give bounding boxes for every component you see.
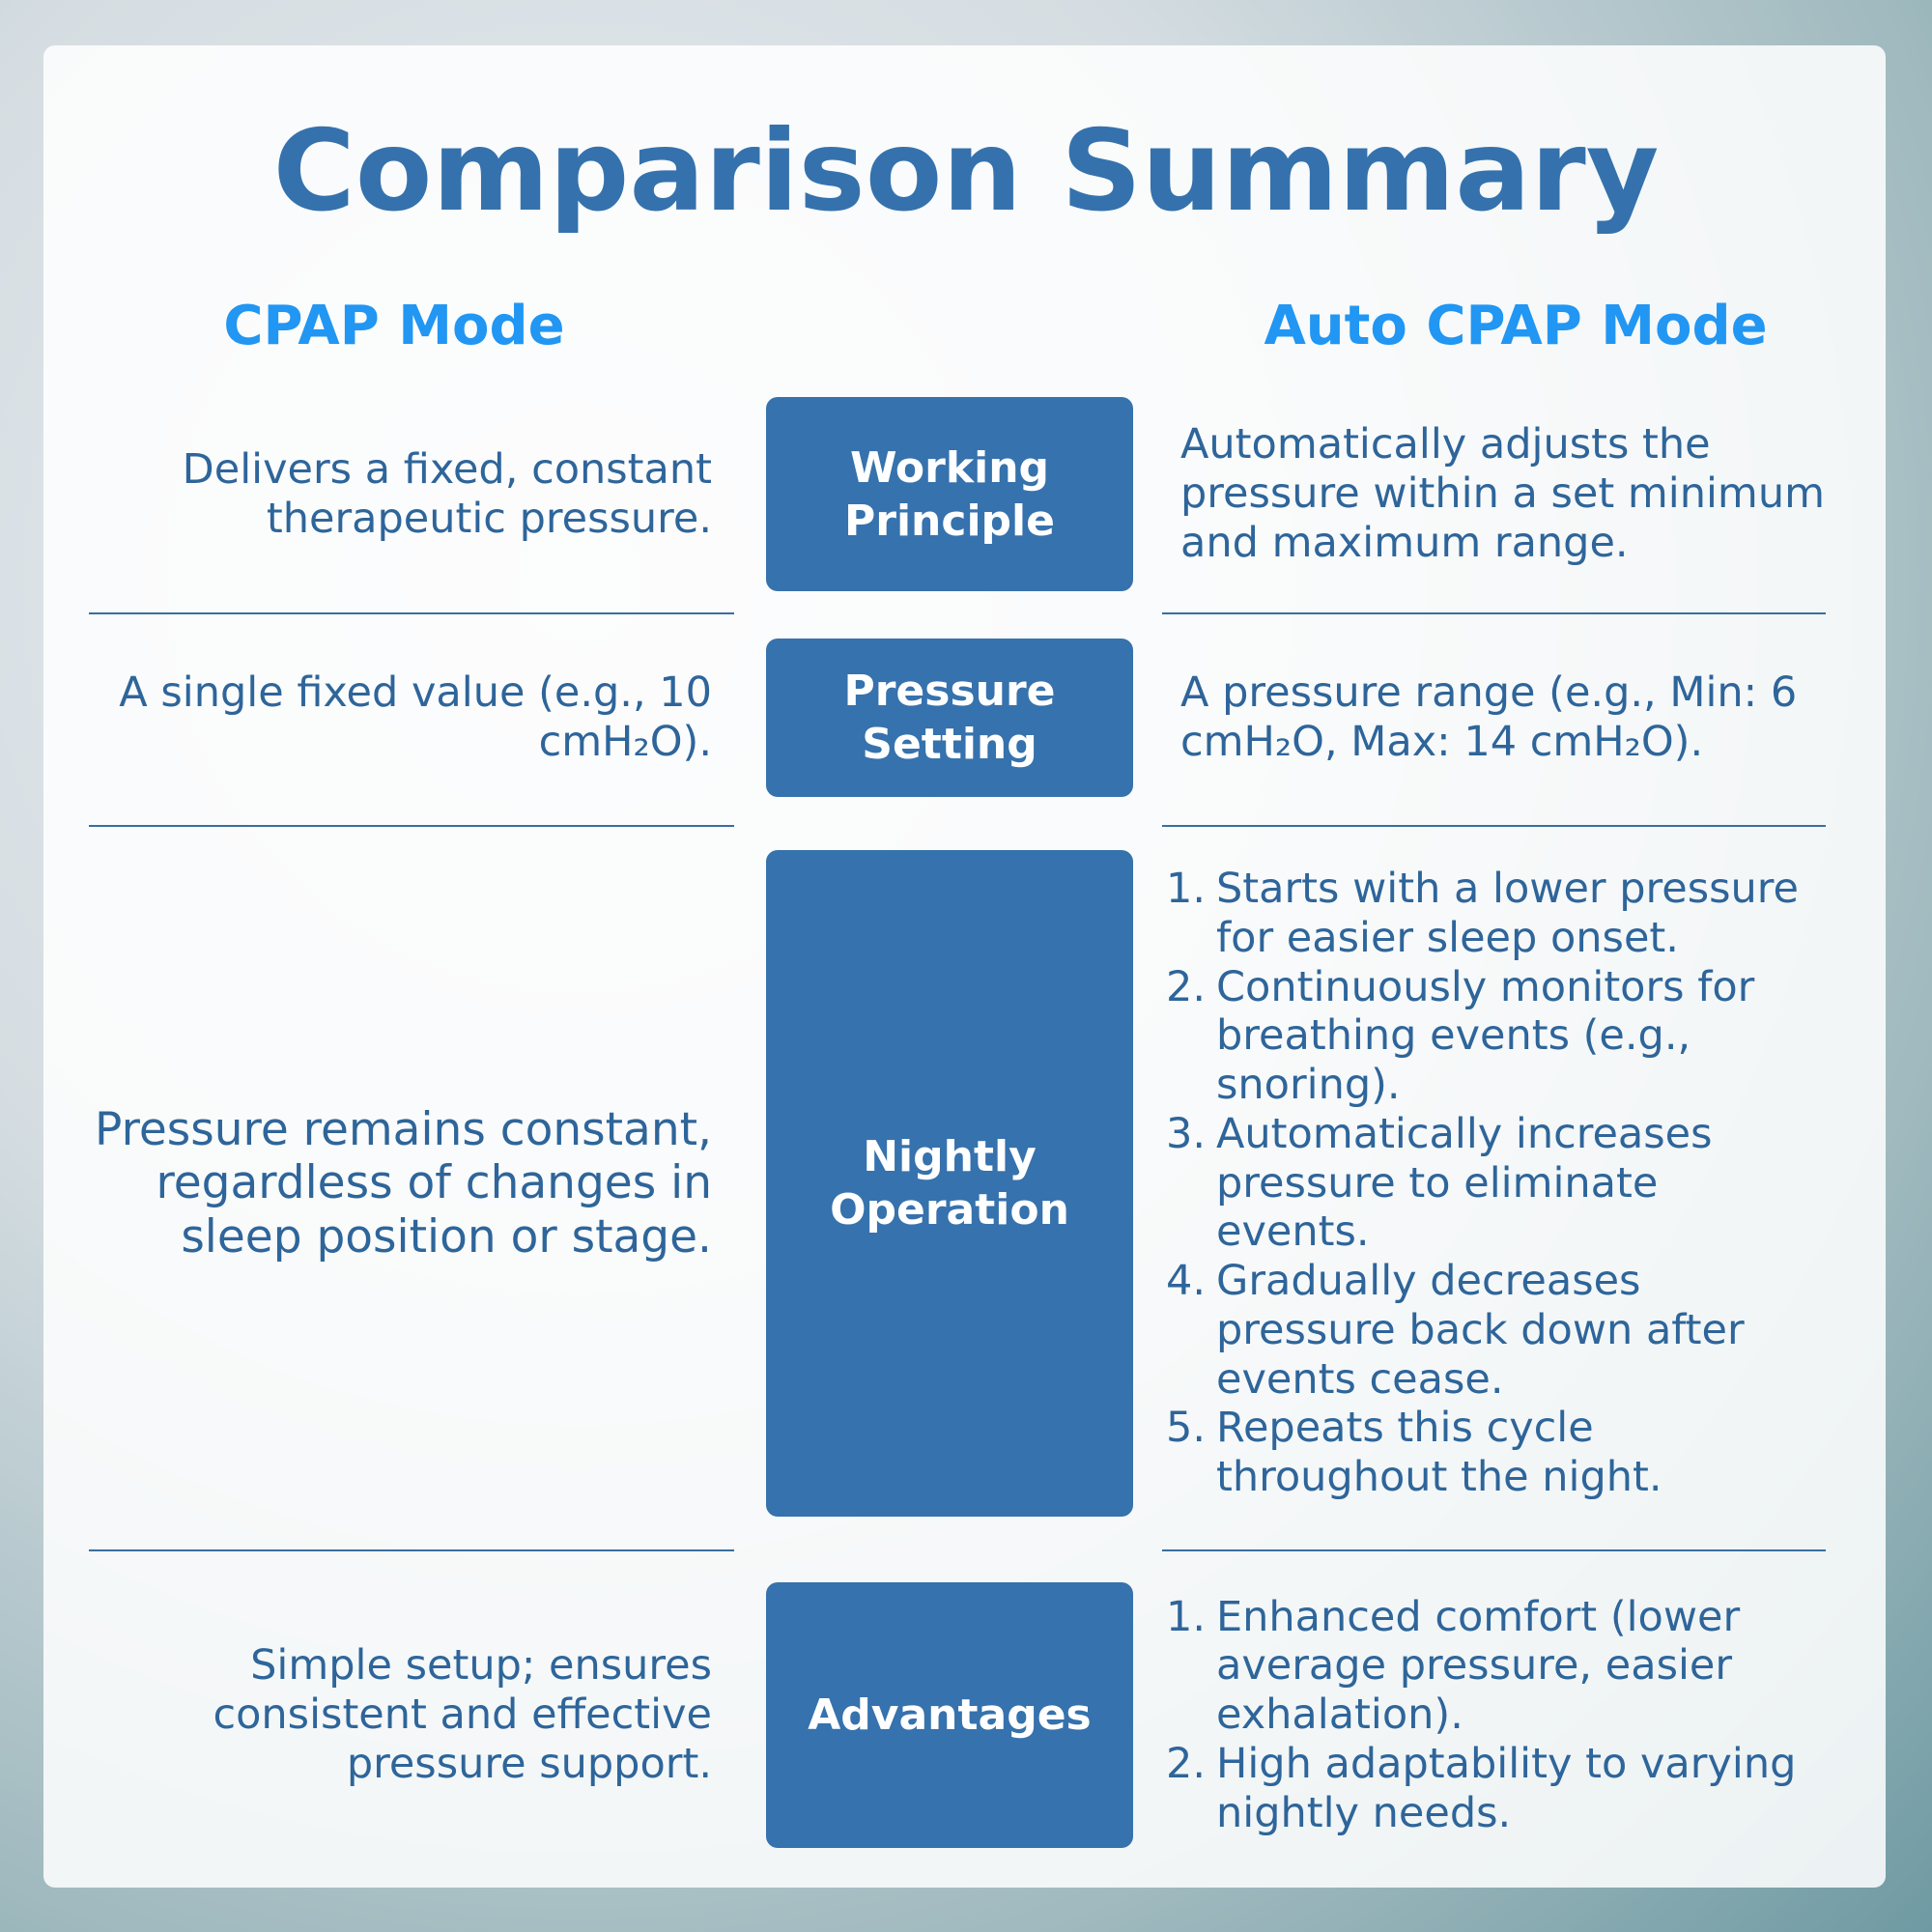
item-number: 2. [1166, 962, 1207, 1011]
item-number: 2. [1166, 1739, 1207, 1788]
divider [1162, 825, 1826, 827]
column-header: CPAP Mode [223, 295, 565, 357]
row: Simple setup; ensures consistent and eff… [0, 1582, 1932, 1848]
row: Pressure remains constant, regardless of… [0, 850, 1932, 1517]
row-label: Nightly Operation [766, 850, 1133, 1517]
row: Delivers a fixed, constant therapeutic p… [0, 397, 1932, 591]
auto-list: 1. Enhanced comfort (lower average pressu… [1166, 1593, 1823, 1838]
item-text: High adaptability to varying nightly nee… [1216, 1739, 1797, 1837]
item-text: Repeats this cycle throughout the night. [1216, 1404, 1662, 1502]
item-number: 1. [1166, 865, 1207, 914]
auto-text: A pressure range (e.g., Min: 6 cmH₂O, Ma… [1180, 668, 1798, 766]
cpap-text: Simple setup; ensures consistent and eff… [213, 1641, 712, 1788]
item-number: 3. [1166, 1109, 1207, 1158]
column-header: Auto CPAP Mode [1264, 295, 1768, 357]
row: A single fixed value (e.g., 10 cmH₂O). Pr… [0, 639, 1932, 797]
item-number: 1. [1166, 1592, 1207, 1641]
list-item: 1. Starts with a lower pressure for easie… [1166, 865, 1823, 962]
item-text: Automatically increases pressure to elim… [1216, 1109, 1713, 1257]
divider [1162, 612, 1826, 614]
list-item: 4. Gradually decreases pressure back down… [1166, 1257, 1823, 1404]
item-number: 5. [1166, 1404, 1207, 1453]
cpap-text: Pressure remains constant, regardless of… [95, 1102, 712, 1264]
list-item: 5. Repeats this cycle throughout the nigh… [1166, 1404, 1823, 1501]
item-text: Gradually decreases pressure back down a… [1216, 1257, 1745, 1404]
row-label: Working Principle [766, 397, 1133, 591]
auto-list: 1. Starts with a lower pressure for easie… [1166, 865, 1823, 1502]
divider [1162, 1549, 1826, 1551]
list-item: 2. Continuously monitors for breathing ev… [1166, 963, 1823, 1110]
list-item: 3. Automatically increases pressure to el… [1166, 1110, 1823, 1257]
item-number: 4. [1166, 1257, 1207, 1306]
item-text: Enhanced comfort (lower average pressure… [1216, 1592, 1741, 1740]
row-label: Pressure Setting [766, 639, 1133, 797]
cpap-text: Delivers a fixed, constant therapeutic p… [182, 444, 712, 543]
list-item: 1. Enhanced comfort (lower average pressu… [1166, 1593, 1823, 1740]
auto-text: Automatically adjusts the pressure withi… [1180, 420, 1825, 567]
list-item: 2. High adaptability to varying nightly n… [1166, 1740, 1823, 1837]
item-text: Starts with a lower pressure for easier … [1216, 865, 1799, 962]
divider [89, 1549, 734, 1551]
cpap-text: A single fixed value (e.g., 10 cmH₂O). [119, 668, 712, 766]
divider [89, 612, 734, 614]
row-label: Advantages [766, 1582, 1133, 1848]
item-text: Continuously monitors for breathing even… [1216, 962, 1755, 1110]
divider [89, 825, 734, 827]
title: Comparison Summary [272, 106, 1660, 237]
